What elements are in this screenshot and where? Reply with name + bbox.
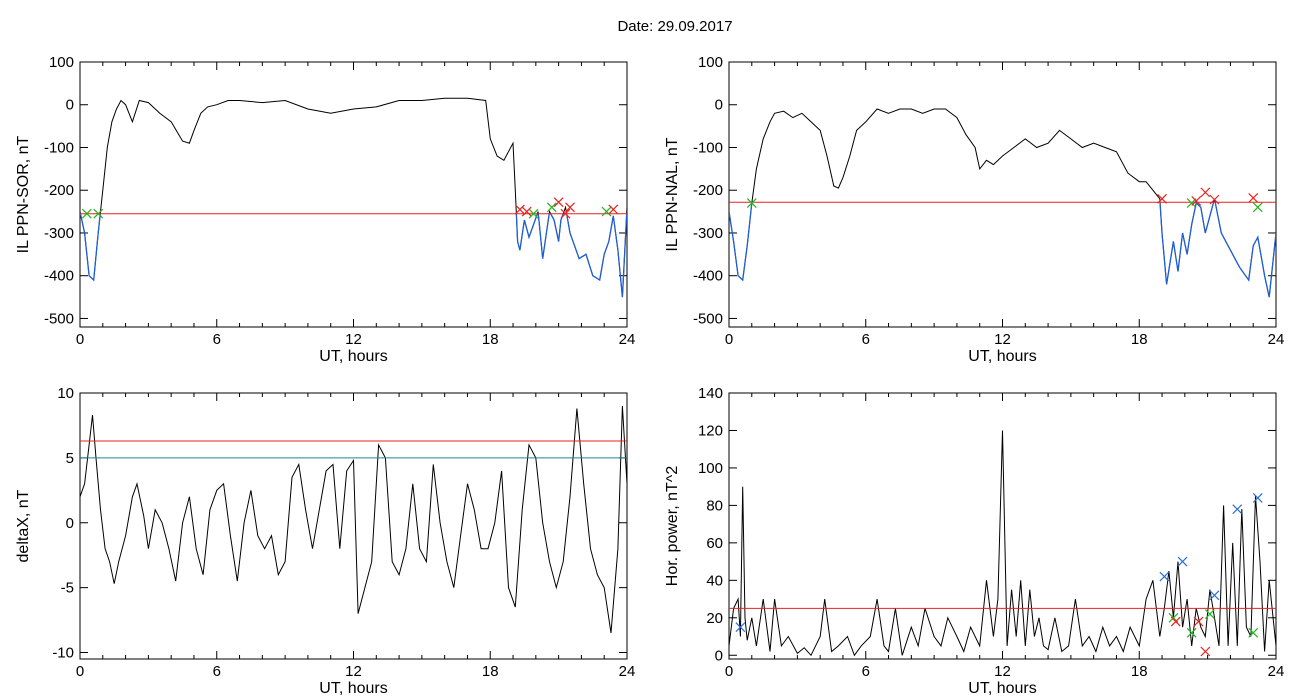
x-tick-label: 24 bbox=[619, 663, 636, 680]
y-tick-label: -500 bbox=[44, 310, 74, 327]
x-tick-label: 24 bbox=[619, 331, 636, 348]
y-axis-label: deltaX, nT bbox=[15, 489, 32, 562]
x-tick-label: 18 bbox=[482, 663, 499, 680]
y-tick-label: 0 bbox=[66, 515, 74, 532]
x-tick-label: 12 bbox=[345, 331, 362, 348]
y-tick-label: 40 bbox=[706, 572, 723, 589]
x-axis-label: UT, hours bbox=[968, 680, 1036, 697]
event-marker bbox=[1200, 187, 1211, 198]
y-tick-label: 0 bbox=[715, 647, 723, 664]
x-tick-label: 18 bbox=[482, 331, 499, 348]
panel-nal: 0 6 12 18 24 100 0 -100 -200 -300 -400 -500 UT, hour… bbox=[664, 54, 1284, 365]
event-marker bbox=[521, 206, 532, 217]
y-tick-label: -500 bbox=[693, 310, 723, 327]
y-tick-label: 80 bbox=[706, 497, 723, 514]
panel-power: 0 6 12 18 24 140 120 100 80 60 40 20 0 UT, hours Hor. … bbox=[664, 385, 1284, 697]
event-marker bbox=[1204, 609, 1215, 619]
y-tick-label: 0 bbox=[66, 97, 74, 114]
y-axis-label: Hor. power, nT^2 bbox=[664, 466, 681, 587]
panel-deltax: 0 6 12 18 24 10 5 0 -5 -10 UT, hours deltaX, nT bbox=[15, 385, 635, 697]
x-tick-label: 12 bbox=[994, 331, 1011, 348]
y-axis-label: IL PPN-NAL, nT bbox=[664, 137, 681, 251]
y-tick-label: -100 bbox=[44, 139, 74, 156]
y-tick-label: -200 bbox=[44, 182, 74, 199]
event-marker bbox=[1248, 627, 1259, 638]
x-tick-label: 6 bbox=[862, 331, 870, 348]
plot-frame bbox=[728, 61, 1277, 328]
y-tick-label: -300 bbox=[693, 225, 723, 242]
event-marker bbox=[565, 202, 575, 213]
y-axis-label: IL PPN-SOR, nT bbox=[15, 135, 32, 253]
y-tick-label: 100 bbox=[698, 54, 723, 71]
x-tick-label: 0 bbox=[725, 331, 733, 348]
x-axis-label: UT, hours bbox=[319, 348, 387, 365]
event-marker bbox=[1177, 556, 1188, 567]
event-marker bbox=[1193, 616, 1204, 627]
event-marker bbox=[1232, 504, 1243, 515]
y-tick-label: 120 bbox=[698, 422, 723, 439]
event-marker bbox=[1252, 492, 1263, 503]
plot-frame bbox=[79, 392, 628, 660]
event-marker bbox=[1170, 616, 1181, 627]
event-marker bbox=[560, 208, 571, 219]
event-marker bbox=[1209, 590, 1220, 601]
series-line bbox=[729, 430, 1276, 657]
y-tick-label: 20 bbox=[706, 610, 723, 627]
y-tick-label: -400 bbox=[693, 268, 723, 285]
y-tick-label: 100 bbox=[49, 54, 74, 71]
series-line bbox=[80, 97, 627, 298]
event-marker bbox=[608, 204, 619, 215]
event-marker bbox=[1200, 646, 1211, 657]
event-marker bbox=[93, 208, 104, 219]
event-marker bbox=[528, 208, 539, 219]
x-axis-label: UT, hours bbox=[319, 680, 387, 697]
x-tick-label: 0 bbox=[76, 331, 84, 348]
event-marker bbox=[735, 622, 746, 633]
x-axis-label: UT, hours bbox=[968, 348, 1036, 365]
y-tick-label: 0 bbox=[715, 97, 723, 114]
x-tick-label: 12 bbox=[345, 663, 362, 680]
event-marker bbox=[601, 206, 612, 217]
event-marker bbox=[1159, 571, 1170, 582]
series-line-below-threshold bbox=[80, 213, 627, 298]
y-tick-label: 5 bbox=[66, 450, 74, 467]
panel-sor: 0 6 12 18 24 100 0 -100 -200 -300 -400 -500 UT, hour… bbox=[15, 54, 635, 365]
y-tick-label: 60 bbox=[706, 535, 723, 552]
event-marker bbox=[1191, 195, 1202, 206]
event-marker bbox=[81, 208, 92, 219]
event-marker bbox=[514, 204, 525, 215]
series-line bbox=[80, 405, 627, 634]
y-tick-label: -10 bbox=[52, 645, 74, 662]
y-tick-label: 10 bbox=[57, 385, 74, 402]
plot-frame bbox=[79, 61, 628, 328]
event-marker bbox=[1209, 194, 1220, 205]
x-tick-label: 0 bbox=[725, 663, 733, 680]
x-tick-label: 0 bbox=[76, 663, 84, 680]
event-marker bbox=[1157, 193, 1167, 204]
x-tick-label: 6 bbox=[213, 331, 221, 348]
event-marker bbox=[746, 198, 757, 208]
event-marker bbox=[546, 202, 557, 213]
x-tick-label: 24 bbox=[1268, 663, 1285, 680]
y-tick-label: -200 bbox=[693, 182, 723, 199]
series-line-below-threshold bbox=[729, 202, 1276, 298]
event-marker bbox=[1252, 202, 1263, 213]
x-tick-label: 18 bbox=[1131, 663, 1148, 680]
y-tick-label: 100 bbox=[698, 460, 723, 477]
y-tick-label: 140 bbox=[698, 385, 723, 402]
y-tick-label: -100 bbox=[693, 139, 723, 156]
x-tick-label: 24 bbox=[1268, 331, 1285, 348]
x-tick-label: 6 bbox=[213, 663, 221, 680]
event-marker bbox=[553, 197, 564, 208]
event-marker bbox=[1186, 627, 1197, 638]
x-tick-label: 18 bbox=[1131, 331, 1148, 348]
x-tick-label: 6 bbox=[862, 663, 870, 680]
y-tick-label: -400 bbox=[44, 268, 74, 285]
x-tick-label: 12 bbox=[994, 663, 1011, 680]
y-tick-label: -5 bbox=[61, 580, 74, 597]
figure-title: Date: 29.09.2017 bbox=[617, 18, 733, 35]
event-marker bbox=[1248, 192, 1259, 203]
y-tick-label: -300 bbox=[44, 225, 74, 242]
